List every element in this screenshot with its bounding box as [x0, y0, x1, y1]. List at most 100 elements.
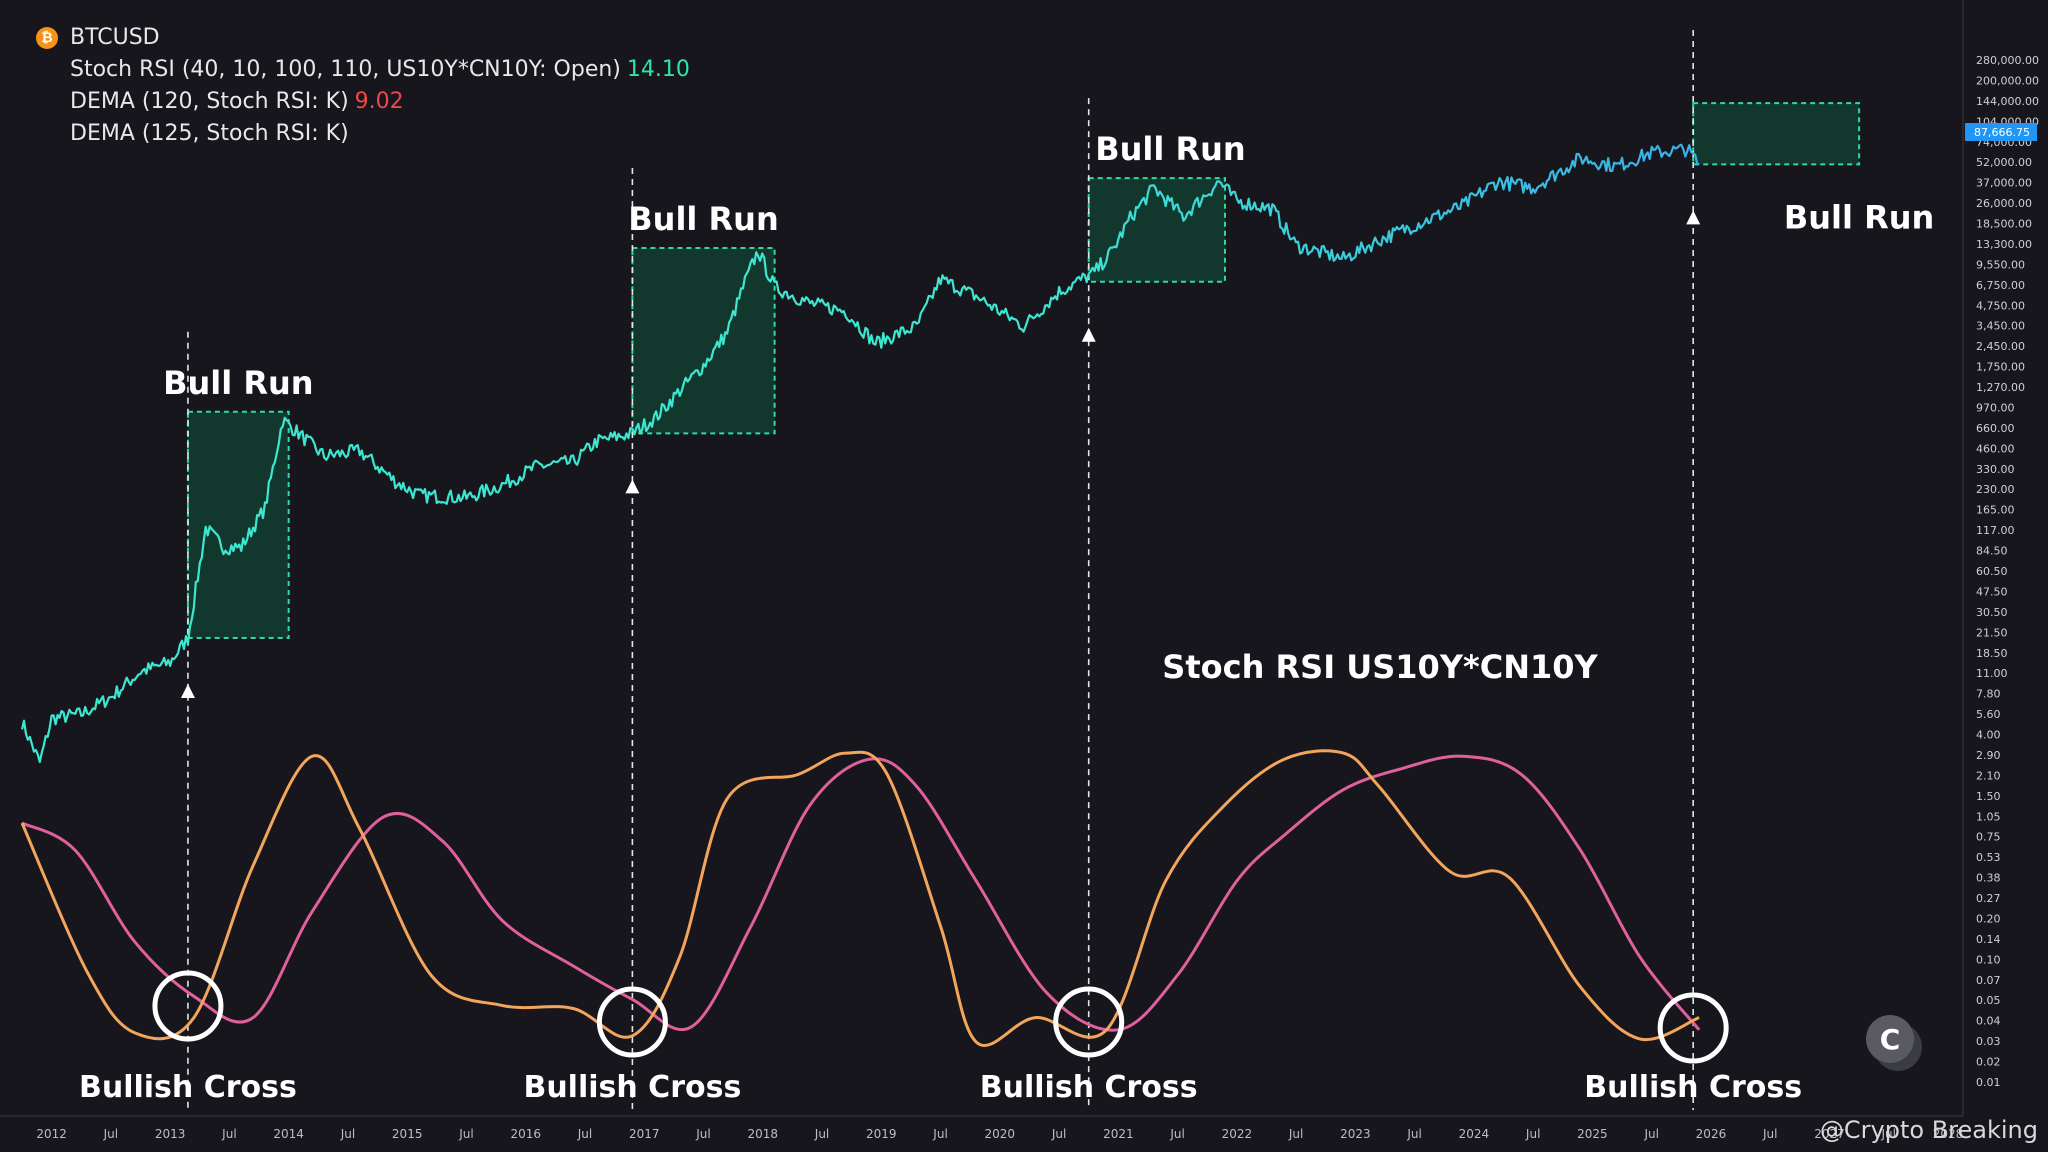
legend-symbol-row[interactable]: ₿ BTCUSD — [36, 22, 690, 54]
stoch-d-line — [21, 754, 1701, 1032]
channel-logo: C — [1866, 1015, 1922, 1071]
price-tick-label: 4,750.00 — [1976, 299, 2025, 312]
time-tick-label: Jul — [577, 1127, 592, 1141]
price-tick-label: 60.50 — [1976, 565, 2008, 578]
time-tick-label: 2022 — [1222, 1127, 1253, 1141]
time-tick-label: 2024 — [1459, 1127, 1490, 1141]
price-tick-label: 1.50 — [1976, 790, 2001, 803]
price-tick-label: 1,750.00 — [1976, 361, 2025, 374]
bullish-cross-marker — [1657, 992, 1729, 1064]
price-tick-label: 0.01 — [1976, 1076, 2001, 1089]
legend-dema1-row[interactable]: DEMA (120, Stoch RSI: K) 9.02 — [36, 86, 690, 118]
price-tick-label: 660.00 — [1976, 422, 2015, 435]
time-tick-label: Jul — [1406, 1127, 1421, 1141]
time-tick-label: 2025 — [1577, 1127, 1608, 1141]
price-tick-label: 0.53 — [1976, 851, 2001, 864]
arrow-up-icon — [1081, 327, 1096, 342]
price-tick-label: 460.00 — [1976, 442, 2015, 455]
time-tick-label: 2028 — [1933, 1127, 1964, 1141]
time-tick-label: 2016 — [510, 1127, 541, 1141]
bull-run-zone — [1692, 102, 1861, 166]
price-tick-label: 2,450.00 — [1976, 340, 2025, 353]
time-tick-label: Jul — [1525, 1127, 1540, 1141]
time-tick-label: Jul — [814, 1127, 829, 1141]
price-tick-label: 47.50 — [1976, 585, 2008, 598]
time-tick-label: 2014 — [273, 1127, 304, 1141]
time-tick-label: Jul — [932, 1127, 947, 1141]
bull-run-zone — [631, 247, 776, 435]
bullish-cross-marker — [596, 986, 668, 1058]
legend-symbol: BTCUSD — [70, 25, 160, 50]
stoch-k-line — [20, 749, 1700, 1047]
arrow-up-icon — [625, 479, 640, 494]
price-tag — [1965, 123, 2037, 141]
price-tick-label: 0.27 — [1976, 892, 2001, 905]
price-tick-label: 165.00 — [1976, 504, 2015, 517]
price-tick-label: 21.50 — [1976, 626, 2008, 639]
price-tick-label: 0.05 — [1976, 994, 2001, 1007]
legend-dema2-row[interactable]: DEMA (125, Stoch RSI: K) — [36, 118, 690, 150]
price-tick-label: 2.90 — [1976, 749, 2001, 762]
time-tick-label: 2015 — [392, 1127, 423, 1141]
price-tick-label: 0.02 — [1976, 1056, 2001, 1069]
price-tick-label: 144,000.00 — [1976, 95, 2039, 108]
bull-run-label: Bull Run — [163, 364, 313, 402]
price-tick-label: 11.00 — [1976, 667, 2008, 680]
bullish-cross-label: Bullish Cross — [980, 1070, 1198, 1105]
time-tick-label: 2012 — [36, 1127, 67, 1141]
price-tick-label: 200,000.00 — [1976, 74, 2039, 87]
price-tick-label: 5.60 — [1976, 708, 2001, 721]
price-tick-label: 7.80 — [1976, 688, 2001, 701]
bull-run-zone — [186, 410, 290, 639]
price-tick-label: 13,300.00 — [1976, 238, 2032, 251]
time-tick-label: Jul — [103, 1127, 118, 1141]
price-tick-label: 1,270.00 — [1976, 381, 2025, 394]
price-tick-label: 0.07 — [1976, 974, 2001, 987]
time-tick-label: 2023 — [1340, 1127, 1371, 1141]
legend-stoch-row[interactable]: Stoch RSI (40, 10, 100, 110, US10Y*CN10Y… — [36, 54, 690, 86]
bullish-cross-marker — [152, 970, 224, 1042]
price-tick-label: 4.00 — [1976, 729, 2001, 742]
price-tick-label: 0.03 — [1976, 1035, 2001, 1048]
bull-run-label: Bull Run — [1095, 130, 1245, 168]
time-tick-label: Jul — [695, 1127, 710, 1141]
btc-price-line — [20, 143, 1700, 764]
price-tick-label: 6,750.00 — [1976, 279, 2025, 292]
chart-legend: ₿ BTCUSD Stoch RSI (40, 10, 100, 110, US… — [36, 22, 690, 150]
price-tick-label: 0.75 — [1976, 831, 2001, 844]
time-tick-label: Jul — [221, 1127, 236, 1141]
time-tick-label: Jul — [1762, 1127, 1777, 1141]
price-tag-label: 87,666.75 — [1974, 126, 2030, 139]
bull-run-label: Bull Run — [1784, 198, 1934, 236]
time-tick-label: 2018 — [747, 1127, 778, 1141]
price-tick-label: 230.00 — [1976, 483, 2015, 496]
time-tick-label: 2021 — [1103, 1127, 1134, 1141]
legend-stoch-value: 14.10 — [626, 57, 690, 82]
time-tick-label: 2019 — [866, 1127, 897, 1141]
price-tick-label: 970.00 — [1976, 401, 2015, 414]
price-tick-label: 9,550.00 — [1976, 258, 2025, 271]
price-tick-label: 0.38 — [1976, 872, 2001, 885]
time-tick-label: Jul — [1880, 1127, 1895, 1141]
bullish-cross-marker — [1053, 986, 1125, 1058]
price-tick-label: 18,500.00 — [1976, 218, 2032, 231]
arrow-up-icon — [180, 684, 195, 698]
price-tick-label: 18.50 — [1976, 647, 2008, 660]
price-tick-label: 280,000.00 — [1976, 54, 2039, 67]
legend-dema2-label: DEMA (125, Stoch RSI: K) — [70, 121, 349, 146]
price-tick-label: 26,000.00 — [1976, 197, 2032, 210]
time-tick-label: Jul — [1169, 1127, 1184, 1141]
price-tick-label: 84.50 — [1976, 545, 2008, 558]
watermark: @Crypto Breaking — [1820, 1116, 2038, 1144]
indicator-title: Stoch RSI US10Y*CN10Y — [1162, 648, 1598, 686]
price-tick-label: 330.00 — [1976, 463, 2015, 476]
time-tick-label: 2026 — [1696, 1127, 1727, 1141]
price-tick-label: 52,000.00 — [1976, 156, 2032, 169]
logo-letter: C — [1866, 1015, 1914, 1063]
arrow-up-icon — [1686, 210, 1701, 225]
price-tick-label: 30.50 — [1976, 606, 2008, 619]
time-tick-label: Jul — [458, 1127, 473, 1141]
legend-stoch-label: Stoch RSI (40, 10, 100, 110, US10Y*CN10Y… — [70, 57, 621, 82]
